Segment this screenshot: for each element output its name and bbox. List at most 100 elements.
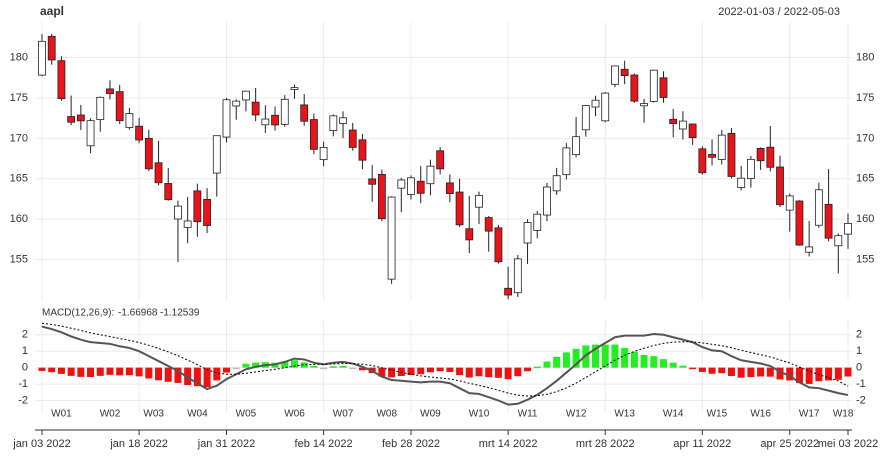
x-tick-label: jan 18 2022 — [109, 438, 168, 450]
macd-histogram-bar — [698, 367, 706, 372]
candle-body — [513, 258, 522, 294]
macd-histogram-bar — [601, 344, 609, 368]
chart-subtitle: 2022-01-03 / 2022-05-03 — [718, 6, 840, 18]
macd-histogram-bar — [805, 367, 813, 384]
y-tick-label: 155 — [856, 253, 874, 265]
candle-body — [591, 99, 600, 108]
macd-histogram-bar — [417, 367, 425, 375]
macd-histogram-bar — [339, 366, 347, 368]
candle-body — [533, 213, 542, 231]
candle-body — [261, 118, 270, 126]
macd-histogram-bar — [281, 361, 289, 368]
candle-body — [455, 191, 464, 226]
macd-histogram-bar — [543, 361, 551, 368]
macd-histogram-bar — [300, 362, 308, 368]
macd-histogram-bar — [290, 360, 298, 368]
macd-histogram-bar — [223, 367, 231, 373]
week-label: W10 — [469, 409, 490, 420]
candle-body — [358, 139, 367, 161]
candle-body — [562, 147, 571, 176]
candle-body — [523, 222, 532, 244]
y-tick-label: 175 — [856, 92, 874, 104]
candle-body — [290, 87, 299, 90]
macd-histogram-bar — [640, 354, 648, 368]
chart-title: aapl — [40, 4, 64, 18]
y-tick-label: -1 — [18, 378, 28, 390]
macd-histogram-bar — [747, 367, 755, 378]
week-label: W02 — [100, 409, 121, 420]
macd-histogram-bar — [592, 344, 600, 368]
candle-body — [601, 92, 610, 122]
macd-histogram-bar — [48, 367, 56, 373]
candle-body — [543, 186, 551, 216]
candle-body — [135, 125, 144, 141]
candle-body — [776, 166, 784, 206]
candle-body — [387, 196, 396, 280]
macd-histogram-bar — [67, 367, 75, 376]
macd-histogram-bar — [106, 367, 114, 375]
candle-body — [659, 77, 668, 98]
candle-body — [203, 198, 211, 226]
candle-body — [708, 153, 716, 158]
y-tick-label: 165 — [10, 173, 28, 185]
macd-histogram-bar — [679, 365, 687, 368]
x-tick-label: jan 03 2022 — [12, 438, 71, 450]
candle-body — [416, 180, 425, 194]
candle-body — [717, 134, 726, 160]
candle-body — [144, 137, 153, 170]
macd-histogram-bar — [349, 367, 357, 370]
y-tick-label: 0 — [856, 362, 862, 374]
candle-body — [319, 147, 328, 161]
candle-body — [581, 105, 590, 131]
candle-body — [679, 120, 687, 130]
macd-histogram-bar — [164, 367, 172, 382]
macd-histogram-bar — [650, 356, 658, 368]
candle-body — [407, 177, 415, 195]
macd-histogram-bar — [388, 367, 396, 378]
macd-histogram-bar — [844, 367, 852, 377]
candle-body — [377, 174, 386, 220]
candle-body — [436, 150, 445, 170]
macd-histogram-bar — [708, 367, 716, 374]
candle-body — [154, 162, 163, 184]
macd-histogram-bar — [242, 363, 250, 368]
macd-histogram-bar — [407, 367, 415, 376]
candle-body — [242, 90, 250, 101]
candle-body — [504, 287, 513, 296]
candle-body — [640, 103, 648, 107]
candle-body — [649, 69, 658, 102]
macd-histogram-bar — [116, 367, 124, 376]
macd-histogram-bar — [485, 367, 493, 378]
macd-histogram-bar — [776, 367, 784, 380]
candle-body — [47, 35, 56, 61]
macd-histogram-bar — [669, 362, 677, 368]
y-tick-label: -2 — [18, 394, 28, 406]
macd-histogram-bar — [213, 367, 221, 381]
candle-body — [397, 179, 406, 189]
signal-last: -1.12539 — [160, 308, 200, 319]
y-tick-label: -2 — [856, 394, 866, 406]
candle-body — [620, 68, 629, 76]
y-tick-label: 160 — [10, 213, 28, 225]
x-tick-label: mrt 14 2022 — [479, 438, 538, 450]
macd-histogram-bar — [145, 367, 153, 379]
candle-body — [484, 217, 493, 232]
candle-body — [746, 158, 755, 180]
candle-body — [445, 182, 454, 194]
macd-histogram-bar — [621, 347, 629, 368]
candle-body — [67, 116, 76, 123]
macd-histogram-bar — [203, 367, 211, 388]
week-label: W05 — [236, 409, 257, 420]
x-tick-label: feb 28 2022 — [382, 438, 440, 450]
candle-body — [611, 65, 619, 85]
macd-last: -1.66968 — [118, 308, 158, 319]
macd-histogram-bar — [514, 367, 522, 377]
candle-body — [115, 91, 124, 122]
macd-histogram-bar — [436, 367, 444, 372]
week-label: W01 — [51, 409, 72, 420]
macd-histogram-bar — [786, 367, 794, 381]
candle-body — [38, 40, 46, 76]
macd-histogram-bar — [456, 367, 464, 376]
y-tick-label: 170 — [856, 132, 874, 144]
macd-histogram-bar — [96, 367, 104, 376]
